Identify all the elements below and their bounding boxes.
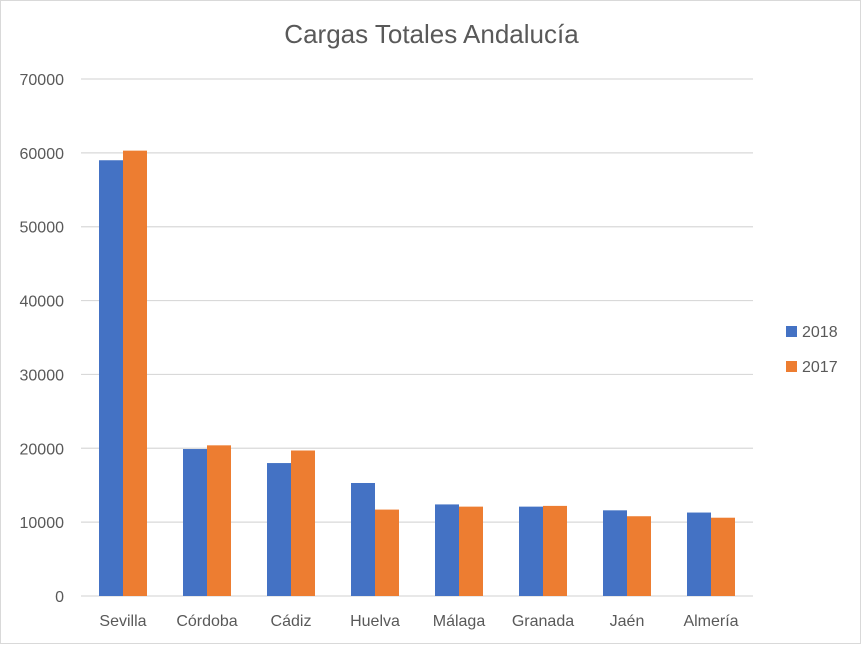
y-tick-label: 20000 — [20, 441, 65, 458]
bar-2017-4 — [459, 506, 483, 596]
bar-2018-0 — [99, 160, 123, 596]
x-tick-label: Sevilla — [99, 613, 146, 630]
bar-2018-4 — [435, 504, 459, 596]
x-tick-label: Cádiz — [271, 613, 312, 630]
chart-title: Cargas Totales Andalucía — [284, 19, 579, 49]
bar-2018-3 — [351, 482, 375, 596]
bar-2018-5 — [519, 506, 543, 596]
y-tick-label: 60000 — [20, 146, 65, 163]
bar-2017-0 — [123, 150, 147, 597]
y-tick-label: 0 — [55, 589, 64, 606]
bar-2017-3 — [375, 509, 399, 596]
bar-2018-2 — [267, 463, 291, 596]
x-tick-label: Huelva — [350, 613, 400, 630]
x-tick-label: Granada — [512, 613, 574, 630]
x-tick-label: Jaén — [610, 613, 645, 630]
gridlines — [81, 78, 753, 597]
legend: 2018 2017 — [786, 324, 838, 376]
bars — [99, 150, 735, 597]
bar-2018-1 — [183, 449, 207, 596]
bar-2017-1 — [207, 445, 231, 596]
bar-2017-6 — [627, 516, 651, 596]
y-tick-label: 70000 — [20, 72, 65, 89]
legend-label: 2018 — [802, 324, 838, 341]
y-tick-label: 50000 — [20, 220, 65, 237]
legend-swatch — [786, 361, 797, 372]
legend-swatch — [786, 326, 797, 337]
bar-2018-6 — [603, 510, 627, 596]
x-tick-label: Córdoba — [176, 613, 237, 630]
legend-label: 2017 — [802, 359, 838, 376]
y-axis-ticks: 0 10000 20000 30000 40000 50000 60000 70000 — [20, 72, 65, 606]
y-tick-label: 40000 — [20, 294, 65, 311]
x-tick-label: Málaga — [433, 613, 486, 630]
bar-2017-7 — [711, 517, 735, 596]
y-tick-label: 30000 — [20, 367, 65, 384]
bar-2018-7 — [687, 512, 711, 596]
y-tick-label: 10000 — [20, 515, 65, 532]
x-axis-ticks: Sevilla Córdoba Cádiz Huelva Málaga Granada Ja… — [99, 613, 738, 630]
x-tick-label: Almería — [683, 613, 738, 630]
bar-2017-2 — [291, 450, 315, 596]
bar-2017-5 — [543, 505, 567, 596]
